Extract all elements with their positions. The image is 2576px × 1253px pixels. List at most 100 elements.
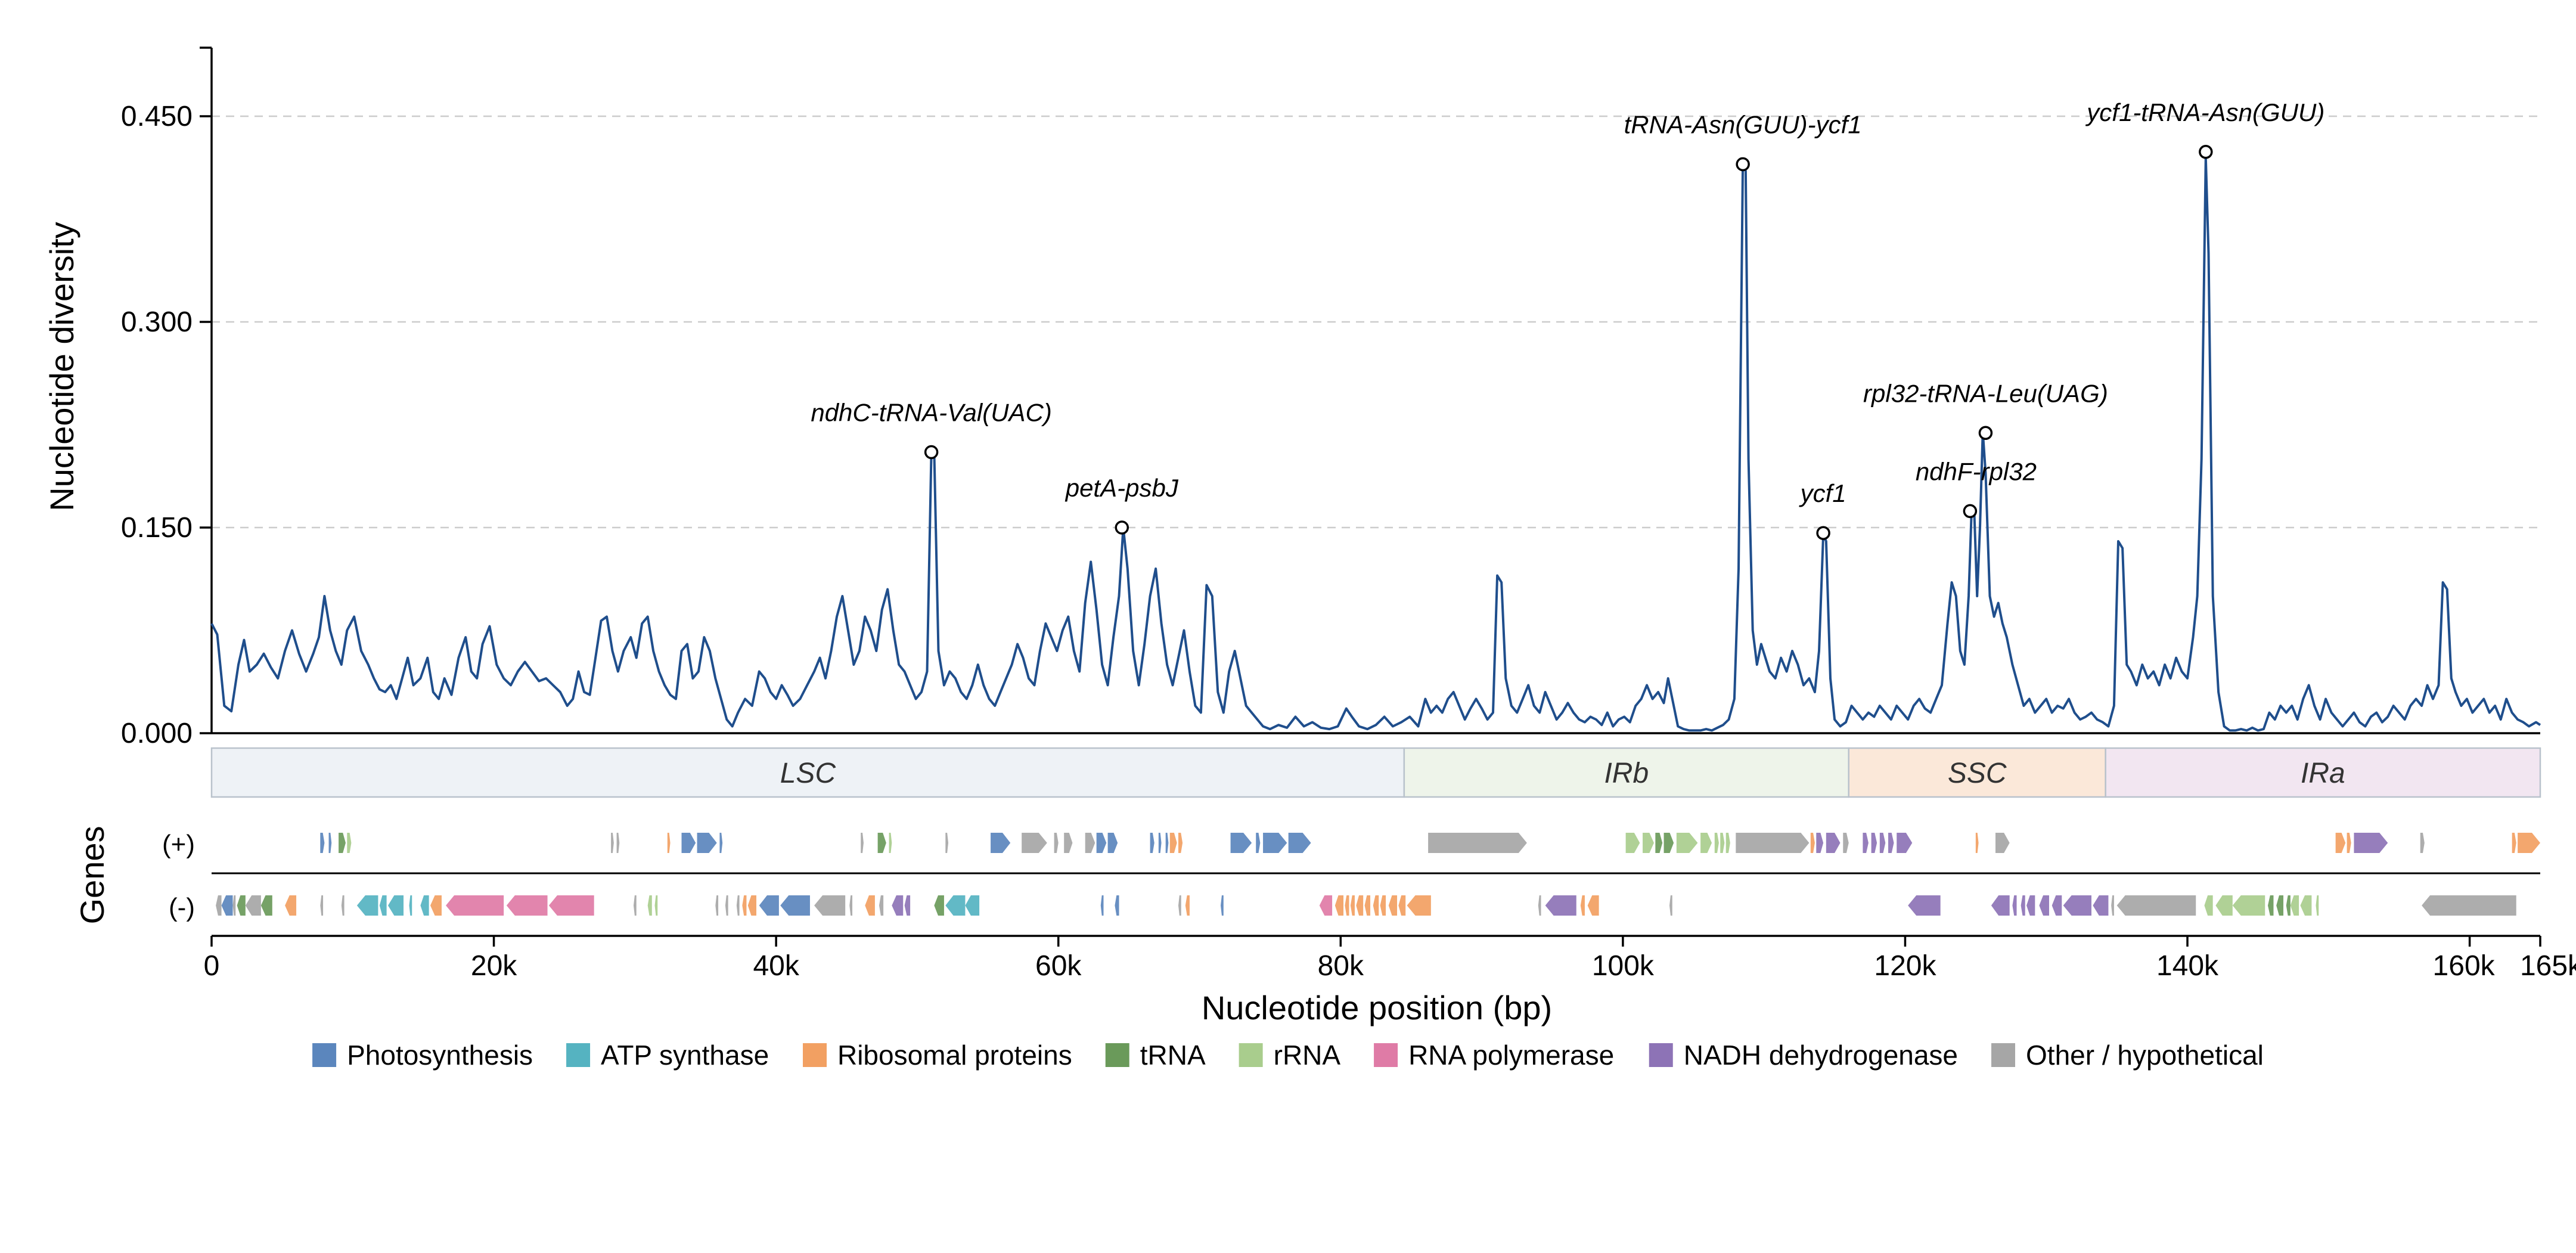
legend-swatch	[1649, 1043, 1673, 1067]
x-axis-title: Nucleotide position (bp)	[1202, 989, 1552, 1026]
legend-label: RNA polymerase	[1408, 1040, 1614, 1071]
gene-arrow	[697, 833, 717, 853]
gene-arrow	[2512, 833, 2516, 853]
gene-arrow	[1345, 895, 1349, 916]
gene-arrow	[1816, 833, 1824, 853]
gene-arrow	[1714, 833, 1719, 853]
gene-arrow	[1676, 833, 1698, 853]
gene-arrow	[1700, 833, 1712, 853]
gene-arrow	[742, 895, 747, 916]
gene-arrow	[611, 833, 614, 853]
region-lsc	[210, 747, 1405, 798]
peak-label: tRNA-Asn(GUU)-ycf1	[1624, 111, 1862, 139]
legend-label: Ribosomal proteins	[837, 1040, 1072, 1071]
region-irb	[1403, 747, 1849, 798]
gene-arrow	[1334, 895, 1344, 916]
gene-arrow	[2232, 895, 2265, 916]
x-tick-label: 80k	[1318, 950, 1364, 982]
gene-arrow	[654, 895, 658, 916]
gene-arrow	[1888, 833, 1894, 853]
gene-arrow	[2420, 833, 2425, 853]
gene-arrow	[379, 895, 387, 916]
gene-arrow	[1388, 895, 1398, 916]
region-label: SSC	[1948, 758, 2007, 789]
gene-arrow	[616, 833, 620, 853]
legend-label: NADH dehydrogenase	[1684, 1040, 1958, 1071]
gene-arrow	[1107, 833, 1118, 853]
y-tick-label: 0.000	[121, 718, 193, 749]
legend-swatch	[802, 1043, 827, 1067]
peak-label: ndhF-rpl32	[1916, 457, 2037, 485]
legend-label: ATP synthase	[601, 1040, 769, 1071]
peak-label: ndhC-tRNA-Val(UAC)	[811, 399, 1052, 427]
gene-arrow	[945, 833, 949, 853]
legend-label: rRNA	[1274, 1040, 1341, 1071]
gene-arrow	[1407, 895, 1431, 916]
gene-arrow	[387, 895, 404, 916]
gene-arrow	[1256, 833, 1261, 853]
gene-arrow	[1625, 833, 1640, 853]
gene-arrow	[237, 895, 246, 916]
gene-arrow	[548, 895, 594, 916]
gene-arrow	[633, 895, 637, 916]
y-axis-title: Nucleotide diversity	[43, 222, 80, 511]
gene-arrow	[446, 895, 504, 916]
gene-arrow	[1908, 895, 1941, 916]
strand-label-minus: (-)	[169, 893, 195, 922]
gene-arrow	[1054, 833, 1059, 853]
gene-arrow	[1350, 895, 1355, 916]
gene-arrow	[1663, 833, 1674, 853]
gene-arrow	[2021, 895, 2025, 916]
gene-arrow	[2267, 895, 2274, 916]
gene-arrow	[965, 895, 980, 916]
gene-arrow	[260, 895, 272, 916]
gene-arrow	[245, 895, 261, 916]
gene-arrow	[2276, 895, 2284, 916]
gene-arrow	[934, 895, 944, 916]
gene-arrow	[1655, 833, 1663, 853]
gene-arrow	[1115, 895, 1119, 916]
gene-arrow	[409, 895, 412, 916]
x-tick-label: 0	[204, 950, 220, 982]
gene-arrow	[1364, 895, 1371, 916]
gene-arrow	[221, 895, 233, 916]
gene-arrow	[420, 895, 429, 916]
gene-arrow	[1538, 895, 1541, 916]
gene-arrow	[1975, 833, 1979, 853]
gene-arrow	[320, 895, 324, 916]
gene-arrow	[719, 833, 723, 853]
gene-arrow	[2347, 833, 2351, 853]
gene-arrow	[1826, 833, 1841, 853]
gene-arrow	[2316, 895, 2319, 916]
peak-label: petA-psbJ	[1064, 474, 1179, 502]
gene-arrow	[1022, 833, 1047, 853]
gene-arrow	[1810, 833, 1815, 853]
peak-label: rpl32-tRNA-Leu(UAG)	[1863, 379, 2108, 407]
gene-arrow	[1288, 833, 1311, 853]
gene-arrow	[2111, 895, 2114, 916]
gene-arrow	[814, 895, 846, 916]
x-tick-label: 60k	[1035, 950, 1082, 982]
axes: 0.000 0.150 0.300 0.450 0 20k 40k 60k 80k 100k 120…	[121, 46, 2576, 982]
legend-swatch	[312, 1043, 337, 1067]
x-tick-label: 160k	[2433, 950, 2496, 982]
gene-arrow	[1991, 895, 2010, 916]
gene-arrow	[2012, 895, 2017, 916]
gridlines	[212, 115, 2540, 529]
x-tick-label: 20k	[471, 950, 517, 982]
gene-track	[216, 833, 2540, 916]
region-ssc	[1848, 747, 2106, 798]
gene-arrow	[2335, 833, 2346, 853]
gene-arrow	[736, 895, 740, 916]
gene-arrow	[356, 895, 378, 916]
gene-arrow	[725, 895, 728, 916]
gene-arrow	[747, 895, 757, 916]
peak-marker	[924, 445, 939, 460]
gene-arrow	[2204, 895, 2213, 916]
gene-arrow	[1178, 833, 1183, 853]
region-ira	[2105, 747, 2541, 798]
strand-label-plus: (+)	[162, 830, 195, 859]
peak-marker	[1736, 157, 1750, 172]
gene-arrow	[285, 895, 297, 916]
gene-arrow	[2286, 895, 2291, 916]
